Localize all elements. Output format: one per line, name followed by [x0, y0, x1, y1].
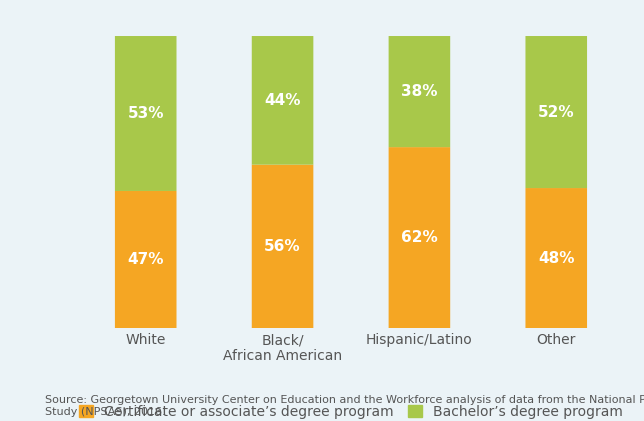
FancyBboxPatch shape [388, 36, 450, 147]
Bar [115, 36, 176, 191]
Bar [115, 191, 176, 328]
Text: 47%: 47% [128, 252, 164, 267]
Text: Source: Georgetown University Center on Education and the Workforce analysis of : Source: Georgetown University Center on … [45, 395, 644, 417]
Text: 47%: 47% [128, 252, 164, 267]
Text: 44%: 44% [264, 93, 301, 108]
Text: 52%: 52% [538, 104, 574, 120]
Text: 62%: 62% [401, 230, 438, 245]
Bar [252, 36, 314, 165]
Text: 56%: 56% [264, 239, 301, 254]
Text: 48%: 48% [538, 251, 574, 266]
Text: 38%: 38% [401, 84, 438, 99]
Text: 53%: 53% [128, 106, 164, 121]
Bar [388, 36, 450, 147]
Text: 62%: 62% [401, 230, 438, 245]
Text: 56%: 56% [264, 239, 301, 254]
Text: 53%: 53% [128, 106, 164, 121]
Text: 44%: 44% [264, 93, 301, 108]
Legend: Certificate or associate’s degree program, Bachelor’s degree program: Certificate or associate’s degree progra… [79, 405, 623, 419]
FancyBboxPatch shape [252, 36, 314, 165]
Bar [526, 188, 587, 328]
FancyBboxPatch shape [526, 188, 587, 328]
FancyBboxPatch shape [115, 36, 176, 191]
FancyBboxPatch shape [388, 147, 450, 328]
FancyBboxPatch shape [252, 165, 314, 328]
Bar [526, 36, 587, 188]
FancyBboxPatch shape [115, 191, 176, 328]
Bar [252, 165, 314, 328]
Bar [388, 147, 450, 328]
Text: 52%: 52% [538, 104, 574, 120]
FancyBboxPatch shape [526, 36, 587, 188]
Text: 48%: 48% [538, 251, 574, 266]
Text: 38%: 38% [401, 84, 438, 99]
